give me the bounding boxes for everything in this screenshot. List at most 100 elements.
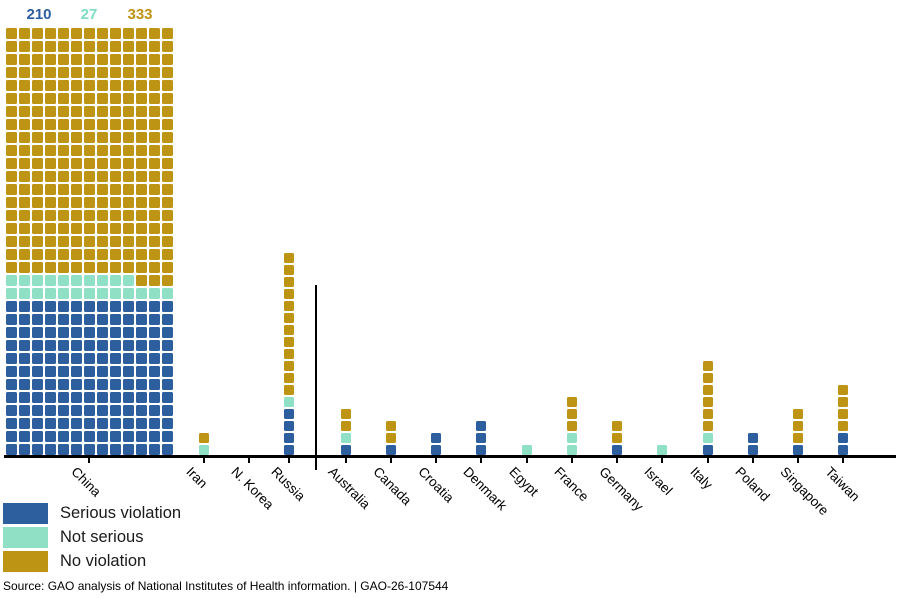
waffle-square xyxy=(83,353,95,364)
waffle-square xyxy=(70,93,82,104)
waffle-square xyxy=(18,444,30,455)
waffle-square xyxy=(135,80,147,91)
waffle-square xyxy=(5,327,17,338)
waffle-square xyxy=(284,373,294,383)
axis-tick xyxy=(752,458,754,463)
waffle-square xyxy=(96,444,108,455)
waffle-square xyxy=(135,132,147,143)
waffle-square xyxy=(96,249,108,260)
x-axis-label: Iran xyxy=(183,464,211,492)
waffle-square xyxy=(96,366,108,377)
waffle-square xyxy=(70,288,82,299)
waffle-square xyxy=(57,158,69,169)
waffle-square xyxy=(122,145,134,156)
waffle-square xyxy=(18,392,30,403)
waffle-square xyxy=(109,80,121,91)
waffle-square xyxy=(96,119,108,130)
waffle-square xyxy=(122,93,134,104)
waffle-square xyxy=(96,223,108,234)
waffle-square xyxy=(161,28,173,39)
waffle-square xyxy=(748,433,758,443)
waffle-square xyxy=(57,288,69,299)
waffle-square xyxy=(161,327,173,338)
waffle-square xyxy=(109,119,121,130)
waffle-square xyxy=(109,197,121,208)
waffle-square xyxy=(96,392,108,403)
waffle-square xyxy=(122,405,134,416)
waffle-square xyxy=(161,197,173,208)
waffle-square xyxy=(83,171,95,182)
axis-tick xyxy=(435,458,437,463)
waffle-square xyxy=(122,431,134,442)
waffle-square xyxy=(83,119,95,130)
waffle-square xyxy=(83,366,95,377)
waffle-square xyxy=(135,249,147,260)
waffle-square xyxy=(122,184,134,195)
waffle-square xyxy=(148,41,160,52)
waffle-square xyxy=(57,93,69,104)
waffle-square xyxy=(5,353,17,364)
waffle-square xyxy=(122,418,134,429)
waffle-square xyxy=(148,184,160,195)
waffle-square xyxy=(135,197,147,208)
waffle-square xyxy=(5,249,17,260)
waffle-square xyxy=(31,41,43,52)
waffle-square xyxy=(83,210,95,221)
waffle-square xyxy=(109,379,121,390)
waffle-square xyxy=(18,223,30,234)
waffle-square xyxy=(284,433,294,443)
waffle-square xyxy=(612,421,622,431)
waffle-square xyxy=(109,106,121,117)
waffle-square xyxy=(57,28,69,39)
waffle-square xyxy=(70,184,82,195)
waffle-square xyxy=(122,249,134,260)
waffle-square xyxy=(838,385,848,395)
waffle-square xyxy=(96,210,108,221)
waffle-square xyxy=(70,210,82,221)
waffle-square xyxy=(57,236,69,247)
waffle-square xyxy=(148,132,160,143)
waffle-square xyxy=(284,313,294,323)
waffle-square xyxy=(57,67,69,78)
waffle-square xyxy=(135,171,147,182)
waffle-square xyxy=(135,353,147,364)
waffle-square xyxy=(83,431,95,442)
waffle-square xyxy=(284,301,294,311)
waffle-square xyxy=(44,392,56,403)
axis-tick xyxy=(797,458,799,463)
waffle-square xyxy=(57,210,69,221)
waffle-square xyxy=(109,28,121,39)
waffle-square xyxy=(44,366,56,377)
waffle-square xyxy=(70,431,82,442)
waffle-square xyxy=(476,433,486,443)
waffle-square xyxy=(431,445,441,455)
waffle-square xyxy=(5,119,17,130)
waffle-square xyxy=(122,171,134,182)
waffle-square xyxy=(703,409,713,419)
waffle-square xyxy=(148,379,160,390)
waffle-square xyxy=(70,145,82,156)
waffle-square xyxy=(96,353,108,364)
waffle-square xyxy=(567,421,577,431)
x-axis-label: Poland xyxy=(732,464,773,505)
waffle-square xyxy=(109,41,121,52)
waffle-square xyxy=(96,93,108,104)
waffle-square xyxy=(44,353,56,364)
waffle-square xyxy=(96,106,108,117)
waffle-square xyxy=(284,289,294,299)
waffle-square xyxy=(135,314,147,325)
waffle-square xyxy=(386,421,396,431)
waffle-square xyxy=(18,353,30,364)
waffle-square xyxy=(161,67,173,78)
waffle-square xyxy=(31,67,43,78)
waffle-square xyxy=(161,210,173,221)
waffle-square xyxy=(18,132,30,143)
waffle-square xyxy=(135,327,147,338)
waffle-square xyxy=(44,405,56,416)
waffle-square xyxy=(793,445,803,455)
waffle-square xyxy=(57,340,69,351)
waffle-square xyxy=(44,314,56,325)
waffle-square xyxy=(70,340,82,351)
waffle-square xyxy=(838,421,848,431)
